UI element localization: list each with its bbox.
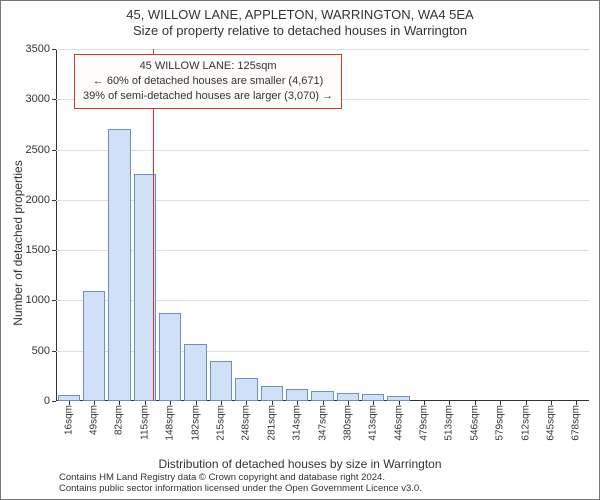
bar	[311, 391, 333, 401]
bar	[210, 361, 232, 401]
plot-area: 050010001500200025003000350016sqm49sqm82…	[56, 49, 589, 401]
y-axis-label: Number of detached properties	[11, 78, 25, 243]
bar	[159, 313, 181, 402]
bar	[108, 129, 130, 401]
bar	[83, 291, 105, 401]
reference-box-line: ← 60% of detached houses are smaller (4,…	[83, 74, 333, 89]
ytick-label: 3000	[26, 93, 56, 105]
ytick-label: 1000	[26, 294, 56, 306]
xtick-label: 16sqm	[63, 405, 74, 435]
bar	[362, 394, 384, 401]
ytick-label: 2000	[26, 194, 56, 206]
xtick-label: 612sqm	[520, 405, 531, 441]
xtick-label: 281sqm	[266, 405, 277, 441]
chart-area: 050010001500200025003000350016sqm49sqm82…	[56, 49, 589, 419]
bar	[235, 378, 257, 401]
gridline	[56, 150, 589, 151]
bar	[286, 389, 308, 401]
xtick-label: 82sqm	[114, 405, 125, 435]
xtick-label: 182sqm	[190, 405, 201, 441]
reference-box-line: 45 WILLOW LANE: 125sqm	[83, 59, 333, 74]
gridline	[56, 49, 589, 50]
xtick-label: 678sqm	[571, 405, 582, 441]
xtick-label: 215sqm	[215, 405, 226, 441]
ytick-label: 2500	[26, 144, 56, 156]
chart-container: 45, WILLOW LANE, APPLETON, WARRINGTON, W…	[0, 0, 600, 500]
y-axis-line	[56, 49, 57, 401]
xtick-label: 248sqm	[241, 405, 252, 441]
xtick-label: 546sqm	[469, 405, 480, 441]
xtick-label: 49sqm	[89, 405, 100, 435]
xtick-label: 446sqm	[393, 405, 404, 441]
x-axis-label: Distribution of detached houses by size …	[1, 457, 599, 471]
bar	[184, 344, 206, 401]
bar	[261, 386, 283, 401]
ytick-label: 1500	[26, 244, 56, 256]
caption-line-2: Contains public sector information licen…	[59, 484, 589, 495]
caption-block: Contains HM Land Registry data © Crown c…	[59, 473, 589, 495]
xtick-label: 579sqm	[495, 405, 506, 441]
ytick-label: 0	[44, 395, 56, 407]
xtick-label: 347sqm	[317, 405, 328, 441]
title-block: 45, WILLOW LANE, APPLETON, WARRINGTON, W…	[1, 1, 599, 40]
xtick-label: 148sqm	[165, 405, 176, 441]
xtick-label: 513sqm	[444, 405, 455, 441]
ytick-label: 3500	[26, 43, 56, 55]
xtick-label: 645sqm	[545, 405, 556, 441]
reference-box-line: 39% of semi-detached houses are larger (…	[83, 89, 333, 104]
xtick-label: 115sqm	[139, 405, 150, 440]
xtick-label: 314sqm	[292, 405, 303, 441]
reference-box: 45 WILLOW LANE: 125sqm← 60% of detached …	[74, 54, 342, 109]
xtick-label: 380sqm	[342, 405, 353, 441]
title-line-2: Size of property relative to detached ho…	[1, 23, 599, 39]
bar	[337, 393, 359, 401]
xtick-label: 479sqm	[419, 405, 430, 441]
ytick-label: 500	[32, 345, 56, 357]
title-line-1: 45, WILLOW LANE, APPLETON, WARRINGTON, W…	[1, 7, 599, 23]
xtick-label: 413sqm	[368, 405, 379, 441]
